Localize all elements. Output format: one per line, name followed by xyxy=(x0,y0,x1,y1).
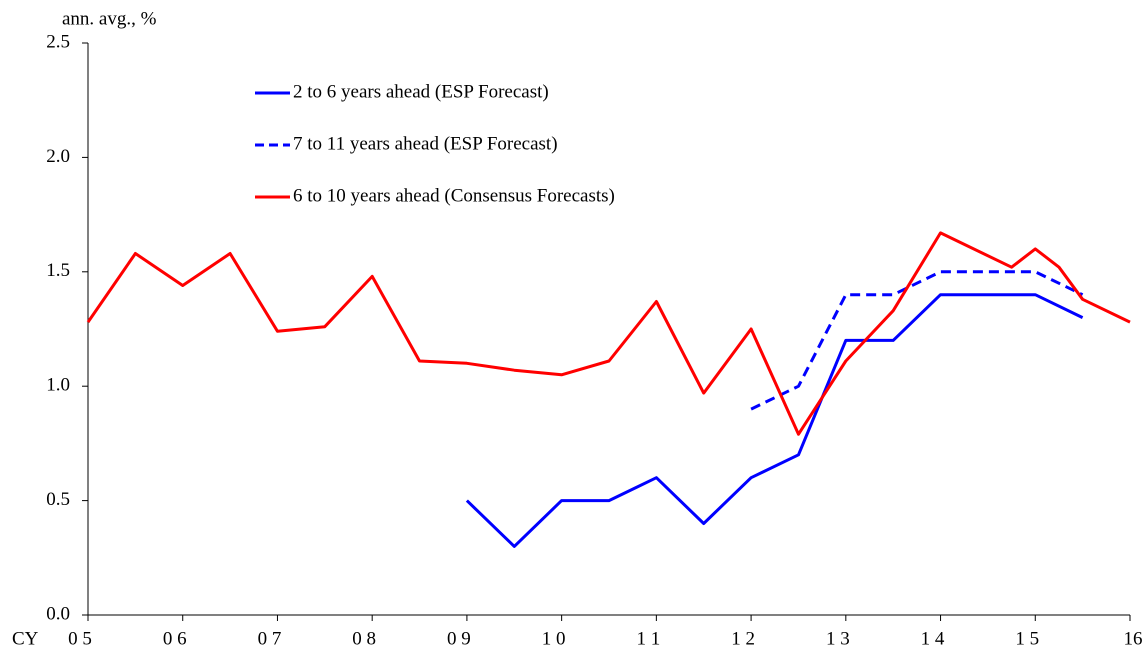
series-line xyxy=(86,231,1131,436)
x-tick-label: 1 1 xyxy=(636,628,660,649)
series-line xyxy=(465,293,1084,548)
legend-label: 2 to 6 years ahead (ESP Forecast) xyxy=(293,81,549,102)
y-axis-label: ann. avg., % xyxy=(62,8,157,29)
legend-label: 7 to 11 years ahead (ESP Forecast) xyxy=(293,133,558,154)
legend-label: 6 to 10 years ahead (Consensus Forecasts… xyxy=(293,185,615,206)
x-tick-label: 0 9 xyxy=(447,628,471,649)
series-line xyxy=(750,270,1084,411)
y-tick-label: 0.5 xyxy=(46,489,70,510)
y-tick-label: 2.5 xyxy=(46,31,70,52)
x-tick-label: 1 4 xyxy=(921,628,945,649)
y-tick-label: 1.5 xyxy=(46,260,70,281)
x-tick-label: 1 2 xyxy=(731,628,755,649)
x-tick-label: 0 7 xyxy=(258,628,282,649)
x-tick-label: 1 3 xyxy=(826,628,850,649)
y-tick-label: 2.0 xyxy=(46,146,70,167)
x-tick-label: 0 5 xyxy=(68,628,92,649)
y-tick-label: 0.0 xyxy=(46,603,70,624)
x-tick-label: 0 8 xyxy=(352,628,376,649)
x-axis-label: CY xyxy=(12,628,39,649)
x-tick-label: 16 xyxy=(1124,628,1143,649)
x-tick-label: 1 0 xyxy=(542,628,566,649)
y-tick-label: 1.0 xyxy=(46,375,70,396)
x-tick-label: 1 5 xyxy=(1015,628,1039,649)
x-tick-label: 0 6 xyxy=(163,628,187,649)
